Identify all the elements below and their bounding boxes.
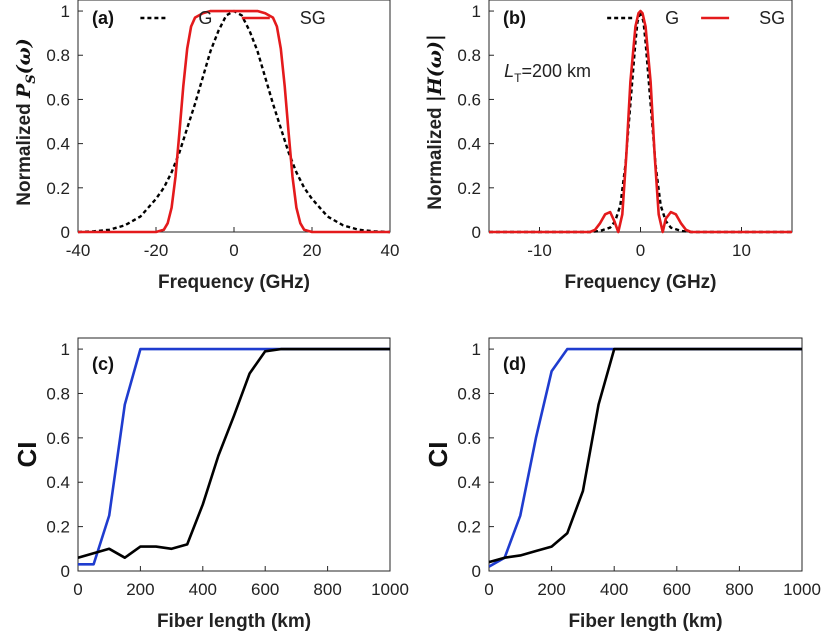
x-axis-label: Fiber length (km) <box>568 611 722 632</box>
y-tick-label: 0.4 <box>46 135 70 154</box>
legend-label-g: G <box>665 8 679 28</box>
plot-frame <box>77 0 391 233</box>
panel-label: (a) <box>92 8 114 28</box>
x-axis-label: Frequency (GHz) <box>564 272 716 293</box>
series-line-sg <box>489 9 792 234</box>
series-line-curve-0 <box>78 347 390 566</box>
y-tick-label: 0 <box>472 562 481 581</box>
y-tick-label: 0 <box>61 562 70 581</box>
x-tick-label: 1000 <box>371 580 409 599</box>
panel-a: 0 0.2 0.4 0.6 0.8 1 -40 -20 0 20 40 (a) G SG Frequency… <box>13 0 399 293</box>
x-tick-label: 800 <box>725 580 753 599</box>
y-tick-label: 0.6 <box>46 90 70 109</box>
panel-label: (d) <box>503 354 526 374</box>
x-tick-label: 800 <box>313 580 341 599</box>
y-tick-label: 0.8 <box>457 384 481 403</box>
series-line-sg <box>78 9 390 234</box>
plot-frame <box>488 337 803 572</box>
y-tick-label: 1 <box>472 340 481 359</box>
y-tick-label: 0.4 <box>46 473 70 492</box>
x-tick-label: 0 <box>229 241 238 260</box>
x-tick-label: -20 <box>144 241 169 260</box>
series-line-curve-0 <box>489 347 802 568</box>
y-tick-label: 1 <box>61 2 70 21</box>
y-tick-label: 0.2 <box>457 518 481 537</box>
series-line-curve-1 <box>489 347 802 564</box>
x-tick-label: 200 <box>537 580 565 599</box>
x-tick-label: 0 <box>484 580 493 599</box>
x-tick-label: 200 <box>126 580 154 599</box>
x-axis-label: Frequency (GHz) <box>158 272 310 293</box>
x-tick-label: 400 <box>189 580 217 599</box>
x-tick-label: -40 <box>66 241 91 260</box>
x-tick-label: 0 <box>73 580 82 599</box>
y-tick-label: 0.4 <box>457 473 481 492</box>
x-tick-label: 10 <box>732 241 751 260</box>
y-axis-label: Normalized PS(ω) <box>13 38 39 205</box>
y-tick-label: 0.2 <box>457 179 481 198</box>
series-line-g <box>78 9 390 234</box>
series-line-g <box>489 9 792 234</box>
x-tick-label: 1000 <box>783 580 821 599</box>
series-line-curve-1 <box>78 347 390 559</box>
plot-frame <box>488 0 793 233</box>
y-tick-label: 0.6 <box>457 90 481 109</box>
y-axis-label: CI <box>12 442 42 468</box>
panel-label: (c) <box>92 354 114 374</box>
y-tick-label: 0.8 <box>457 46 481 65</box>
panel-label: (b) <box>503 8 526 28</box>
y-axis-label: Normalized |H(ω)| <box>424 34 446 210</box>
panel-c: 0 0.2 0.4 0.6 0.8 1 0 200 400 600 800 1000 (c) Fiber … <box>12 337 409 632</box>
y-tick-label: 0.4 <box>457 135 481 154</box>
legend-label-g: G <box>198 8 212 28</box>
panel-d: 0 0.2 0.4 0.6 0.8 1 0 200 400 600 800 1000 (d) Fiber … <box>423 337 821 632</box>
x-tick-label: 20 <box>303 241 322 260</box>
plot-frame <box>77 337 391 572</box>
y-tick-label: 0.2 <box>46 518 70 537</box>
x-tick-label: -10 <box>527 241 552 260</box>
legend-label-sg: SG <box>759 8 785 28</box>
y-tick-label: 0.2 <box>46 179 70 198</box>
x-axis-label: Fiber length (km) <box>157 611 311 632</box>
y-tick-label: 0.6 <box>457 429 481 448</box>
y-tick-label: 1 <box>472 2 481 21</box>
y-tick-label: 1 <box>61 340 70 359</box>
y-tick-label: 0 <box>472 223 481 242</box>
x-tick-label: 400 <box>600 580 628 599</box>
x-tick-label: 600 <box>251 580 279 599</box>
annotation-fiber-length: LT=200 km <box>504 61 591 85</box>
x-tick-label: 0 <box>636 241 645 260</box>
panel-b: 0 0.2 0.4 0.6 0.8 1 -10 0 10 (b) G SG LT=200 km Frequ… <box>424 0 793 293</box>
x-tick-label: 600 <box>663 580 691 599</box>
y-tick-label: 0.8 <box>46 46 70 65</box>
y-tick-label: 0.8 <box>46 384 70 403</box>
x-tick-label: 40 <box>381 241 400 260</box>
y-axis-label: CI <box>423 442 453 468</box>
y-tick-label: 0 <box>61 223 70 242</box>
y-tick-label: 0.6 <box>46 429 70 448</box>
legend-label-sg: SG <box>300 8 326 28</box>
